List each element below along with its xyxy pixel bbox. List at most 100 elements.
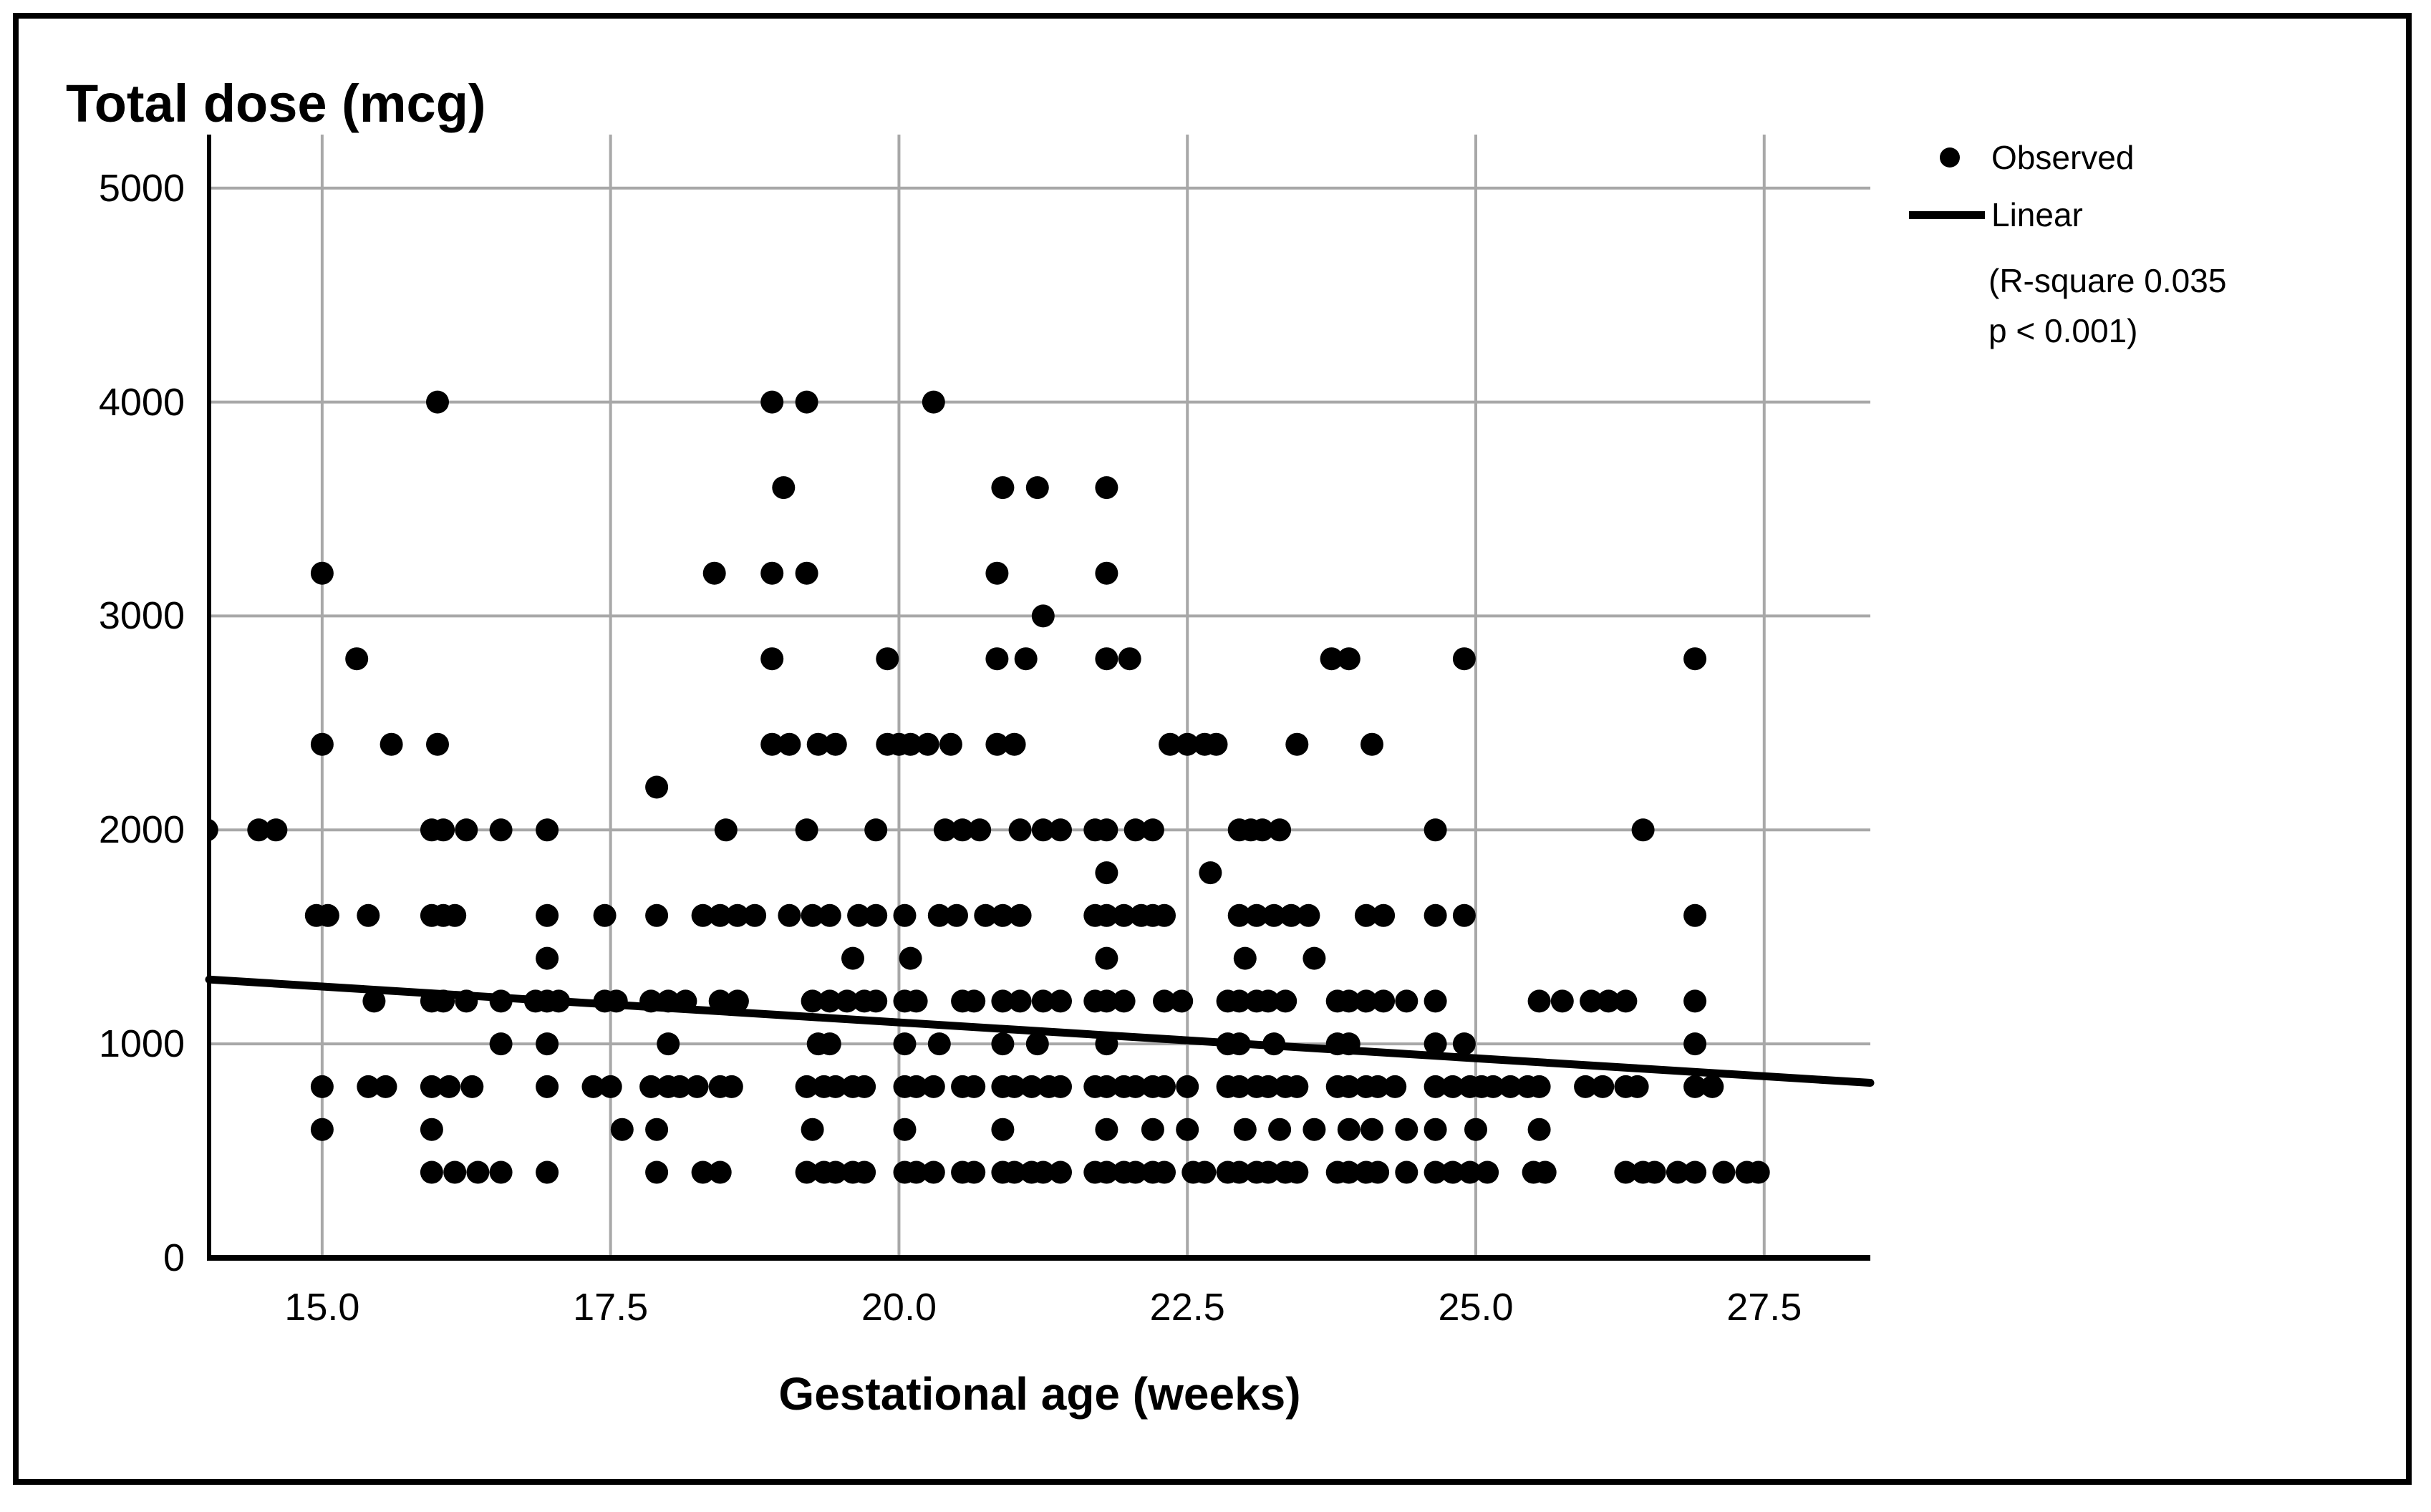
data-point bbox=[1580, 989, 1603, 1013]
data-point bbox=[1095, 1160, 1118, 1184]
y-axis-title: Total dose (mcg) bbox=[66, 74, 486, 133]
data-point bbox=[380, 732, 403, 756]
data-point bbox=[536, 1032, 559, 1056]
data-point bbox=[1297, 903, 1320, 927]
data-point bbox=[1476, 1160, 1499, 1184]
data-point bbox=[801, 903, 824, 927]
data-point bbox=[1527, 1118, 1551, 1141]
data-point bbox=[795, 1075, 818, 1098]
data-point bbox=[1227, 989, 1251, 1013]
data-point bbox=[1268, 818, 1292, 842]
data-point bbox=[1337, 1160, 1361, 1184]
y-tick-label-2000: 2000 bbox=[98, 808, 185, 852]
data-point bbox=[1123, 1075, 1147, 1098]
data-point bbox=[1285, 732, 1309, 756]
data-point bbox=[1452, 647, 1476, 671]
x-tick-label-20.0: 20.0 bbox=[861, 1286, 937, 1329]
data-point bbox=[991, 989, 1015, 1013]
data-point bbox=[1002, 1160, 1026, 1184]
data-point bbox=[933, 818, 957, 842]
data-point bbox=[1008, 989, 1032, 1013]
data-point bbox=[1361, 1118, 1383, 1141]
data-point bbox=[899, 732, 922, 756]
data-point bbox=[1141, 818, 1164, 842]
data-point bbox=[1320, 647, 1343, 671]
figure-border bbox=[13, 13, 2412, 1485]
data-point bbox=[985, 732, 1009, 756]
data-point bbox=[1383, 1075, 1407, 1098]
data-point bbox=[1337, 647, 1361, 671]
data-point bbox=[1123, 818, 1147, 842]
data-point bbox=[801, 1118, 824, 1141]
x-tick-label-15.0: 15.0 bbox=[284, 1286, 360, 1329]
data-point bbox=[899, 946, 922, 970]
data-point bbox=[760, 390, 784, 414]
data-point bbox=[1701, 1075, 1724, 1098]
data-point bbox=[685, 1075, 709, 1098]
data-point bbox=[1031, 989, 1055, 1013]
data-point bbox=[876, 647, 899, 671]
data-point bbox=[1452, 1032, 1476, 1056]
data-point bbox=[536, 903, 559, 927]
data-point bbox=[823, 1075, 847, 1098]
data-point bbox=[1245, 903, 1268, 927]
data-point bbox=[599, 1075, 622, 1098]
data-point bbox=[1176, 732, 1199, 756]
data-point bbox=[691, 903, 715, 927]
y-tick-label-4000: 4000 bbox=[98, 380, 185, 424]
data-point bbox=[489, 818, 513, 842]
data-point bbox=[1095, 903, 1118, 927]
data-point bbox=[1458, 1160, 1482, 1184]
data-point bbox=[443, 903, 467, 927]
data-point bbox=[1031, 1160, 1055, 1184]
data-point bbox=[1170, 989, 1194, 1013]
data-point bbox=[593, 903, 617, 927]
data-point bbox=[1527, 989, 1551, 1013]
data-point bbox=[1482, 1075, 1505, 1098]
data-point bbox=[760, 561, 784, 585]
data-point bbox=[853, 1075, 876, 1098]
data-point bbox=[1141, 1118, 1164, 1141]
data-point bbox=[1112, 903, 1136, 927]
data-point bbox=[922, 1160, 945, 1184]
data-point bbox=[1366, 1075, 1390, 1098]
data-point bbox=[1625, 1075, 1649, 1098]
data-point bbox=[691, 1160, 715, 1184]
data-point bbox=[466, 1160, 490, 1184]
data-point bbox=[725, 989, 749, 1013]
data-point bbox=[362, 989, 386, 1013]
data-point bbox=[1464, 1118, 1487, 1141]
data-point bbox=[1153, 1075, 1176, 1098]
data-point bbox=[536, 818, 559, 842]
data-point bbox=[443, 1160, 467, 1184]
data-point bbox=[818, 989, 841, 1013]
data-point bbox=[904, 1075, 928, 1098]
data-point bbox=[310, 1075, 334, 1098]
data-point bbox=[1025, 1032, 1049, 1056]
data-point bbox=[657, 1032, 680, 1056]
data-point bbox=[489, 1032, 513, 1056]
data-point bbox=[725, 903, 749, 927]
data-point bbox=[778, 903, 801, 927]
data-point bbox=[1112, 989, 1136, 1013]
data-point bbox=[1262, 903, 1286, 927]
data-point bbox=[1424, 1118, 1447, 1141]
data-point bbox=[536, 946, 559, 970]
data-point bbox=[1257, 989, 1280, 1013]
data-point bbox=[1361, 732, 1383, 756]
data-point bbox=[1233, 946, 1257, 970]
data-point bbox=[1095, 989, 1118, 1013]
data-point bbox=[1199, 861, 1222, 885]
data-point bbox=[460, 1075, 484, 1098]
y-tick-label-5000: 5000 bbox=[98, 166, 185, 210]
data-point bbox=[1008, 818, 1032, 842]
data-point bbox=[968, 818, 992, 842]
data-point bbox=[310, 1118, 334, 1141]
data-point bbox=[708, 989, 732, 1013]
data-point bbox=[1303, 946, 1326, 970]
data-point bbox=[1337, 1075, 1361, 1098]
data-point bbox=[1002, 1075, 1026, 1098]
x-tick-label-27.5: 27.5 bbox=[1726, 1286, 1802, 1329]
